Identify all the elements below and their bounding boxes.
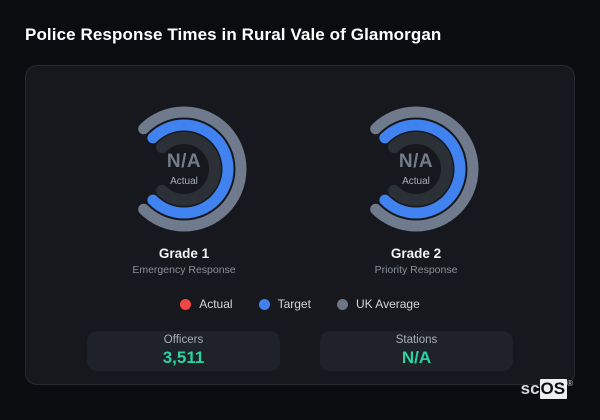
stats-row: Officers 3,511 Stations N/A bbox=[26, 331, 574, 371]
registered-trademark-icon: ® bbox=[567, 379, 573, 388]
gauge-title: Grade 2 bbox=[390, 246, 442, 261]
gauge-subtitle: Emergency Response bbox=[132, 264, 236, 276]
uk-average-ring bbox=[370, 106, 479, 232]
legend-item-actual: Actual bbox=[180, 297, 233, 311]
gauge-title: Grade 1 bbox=[158, 246, 210, 261]
legend-dot-uk-average-icon bbox=[336, 298, 348, 310]
uk-average-ring bbox=[138, 106, 247, 232]
radial-gauge-svg bbox=[370, 106, 479, 232]
stat-value: N/A bbox=[401, 348, 432, 368]
stat-label: Officers bbox=[163, 334, 204, 347]
page-title: Police Response Times in Rural Vale of G… bbox=[25, 25, 442, 44]
gauge-subtitle: Priority Response bbox=[374, 264, 458, 276]
actual-ring-track bbox=[156, 132, 221, 206]
legend-label: Actual bbox=[199, 297, 233, 311]
gauge-grade-2: N/A Actual Grade 2 Priority Response bbox=[341, 99, 491, 276]
gauge-row: N/A Actual Grade 1 Emergency Response N/… bbox=[26, 99, 574, 276]
scos-logo-prefix: sc bbox=[520, 379, 540, 398]
response-times-panel: N/A Actual Grade 1 Emergency Response N/… bbox=[25, 65, 575, 385]
chart-legend: Actual Target UK Average bbox=[26, 297, 574, 311]
actual-ring-track bbox=[388, 132, 453, 206]
gauge-grade-1-chart: N/A Actual bbox=[114, 99, 254, 239]
target-ring bbox=[147, 119, 234, 219]
legend-item-target: Target bbox=[258, 297, 311, 311]
radial-gauge-svg bbox=[138, 106, 247, 232]
legend-dot-target-icon bbox=[258, 298, 270, 310]
stat-value: 3,511 bbox=[162, 348, 205, 368]
scos-logo: scOS ® bbox=[521, 379, 573, 399]
legend-label: UK Average bbox=[355, 297, 420, 311]
stat-card-stations: Stations N/A bbox=[320, 331, 513, 371]
gauge-grade-1: N/A Actual Grade 1 Emergency Response bbox=[109, 99, 259, 276]
legend-dot-actual-icon bbox=[180, 298, 192, 310]
stat-card-officers: Officers 3,511 bbox=[87, 331, 280, 371]
stat-label: Stations bbox=[395, 334, 438, 347]
gauge-grade-2-chart: N/A Actual bbox=[346, 99, 486, 239]
legend-label: Target bbox=[277, 297, 311, 311]
scos-logo-suffix: OS bbox=[539, 379, 568, 399]
target-ring bbox=[379, 119, 466, 219]
legend-item-uk-average: UK Average bbox=[336, 297, 420, 311]
